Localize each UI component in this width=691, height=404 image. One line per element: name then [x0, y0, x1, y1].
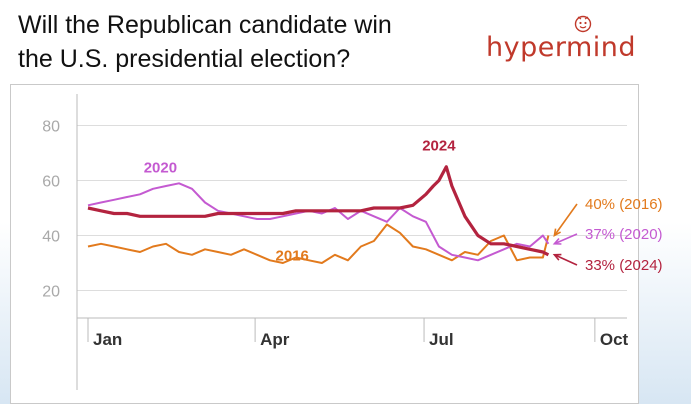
x-tick-label: Apr [260, 330, 290, 349]
y-tick-label: 40 [42, 229, 60, 246]
y-tick-label: 20 [42, 284, 60, 301]
series-label-2024: 2024 [422, 137, 456, 154]
chart-title-line-1: Will the Republican candidate win [18, 11, 392, 39]
end-label-2020: 37% (2020) [585, 226, 663, 243]
series-line-2016 [87, 223, 550, 264]
series-label-2020: 2020 [144, 159, 177, 176]
end-label-arrowhead-2020 [552, 237, 562, 245]
x-tick-label: Oct [600, 330, 629, 349]
hypermind-logo-icon [574, 15, 592, 33]
end-label-2016: 40% (2016) [585, 196, 663, 213]
y-tick-label: 80 [42, 119, 60, 136]
chart-title: Will the Republican candidate win the U.… [18, 8, 478, 76]
end-label-arrowhead-2024 [552, 253, 562, 261]
series-line-2024 [87, 165, 550, 257]
x-tick-label: Jan [93, 330, 122, 349]
end-label-arrow-2020 [554, 233, 578, 245]
logo-wordmark: hypermind [486, 32, 637, 63]
hypermind-logo: hypermind [486, 12, 646, 66]
end-label-arrowhead-2016 [553, 228, 561, 238]
y-tick-label: 60 [42, 174, 60, 191]
chart-title-line-2: the U.S. presidential election? [18, 45, 351, 73]
x-tick-label: Jul [429, 330, 454, 349]
end-label-arrow-2024 [554, 254, 578, 266]
series-line-2020 [87, 182, 550, 262]
end-label-arrow-2016 [553, 203, 578, 236]
end-label-2024: 33% (2024) [585, 257, 663, 274]
series-label-2016: 2016 [276, 247, 309, 264]
